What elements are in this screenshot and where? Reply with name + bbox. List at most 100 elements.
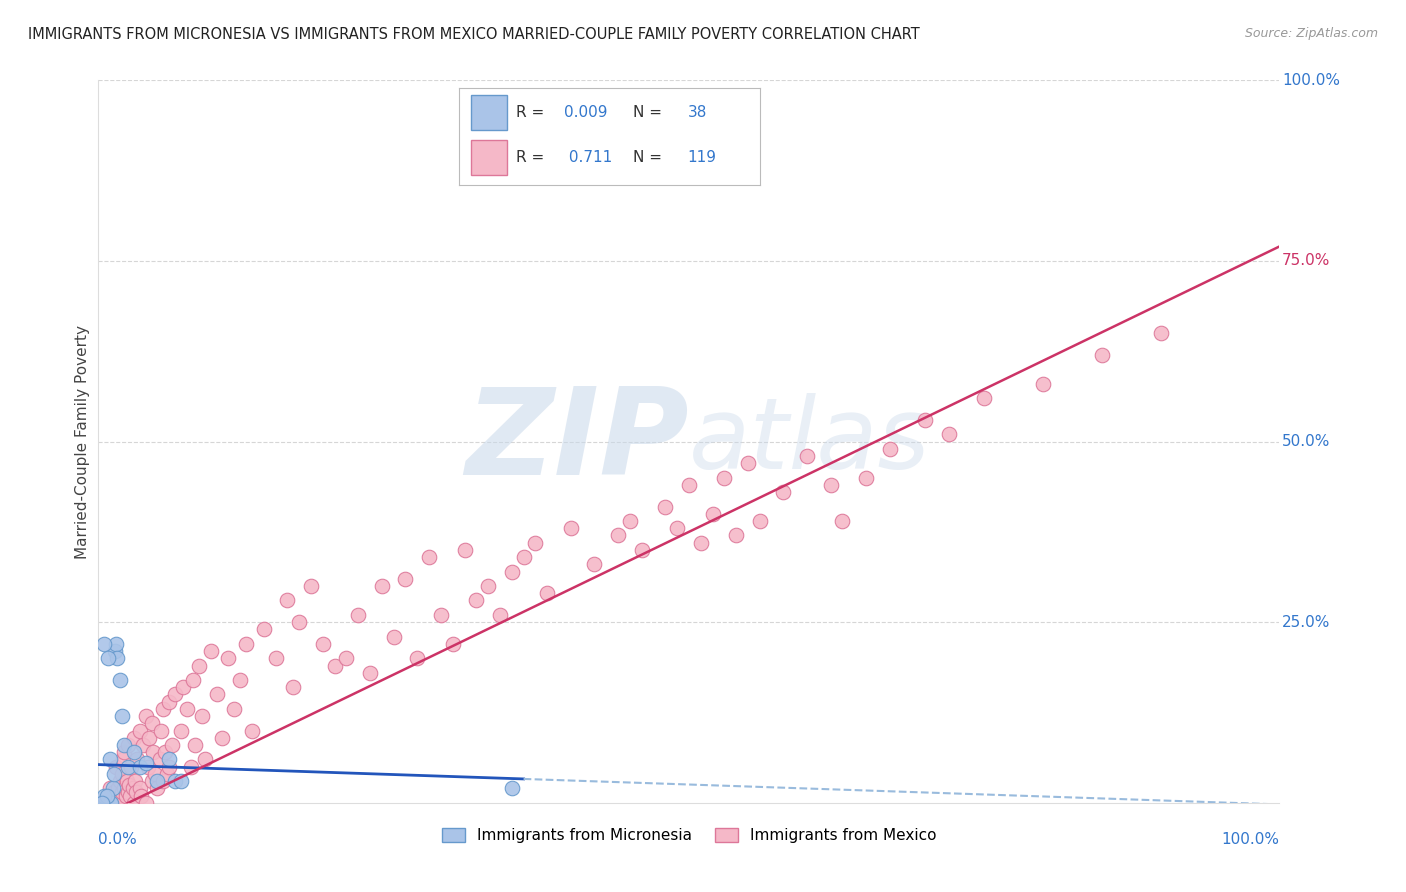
Point	[141, 774, 163, 789]
Point	[347, 607, 370, 622]
Point	[129, 789, 152, 803]
Point	[205, 687, 228, 701]
Point	[98, 752, 121, 766]
Point	[90, 796, 112, 810]
Point	[108, 774, 131, 789]
Point	[489, 607, 512, 622]
Point	[276, 593, 298, 607]
Point	[117, 785, 139, 799]
Point	[157, 760, 180, 774]
Point	[103, 785, 125, 799]
Point	[501, 781, 523, 796]
Point	[111, 785, 134, 799]
Point	[938, 427, 960, 442]
Point	[111, 709, 134, 723]
Point	[157, 752, 180, 766]
Point	[200, 644, 222, 658]
Point	[105, 760, 128, 774]
Point	[115, 774, 138, 789]
Point	[112, 738, 135, 752]
Point	[512, 550, 534, 565]
Point	[91, 796, 114, 810]
Point	[748, 514, 770, 528]
Point	[323, 658, 346, 673]
Point	[165, 774, 187, 789]
Point	[240, 723, 263, 738]
Point	[135, 709, 157, 723]
Point	[142, 745, 165, 759]
Point	[229, 673, 252, 687]
Point	[103, 767, 125, 781]
Point	[98, 781, 121, 796]
Point	[855, 470, 877, 484]
Point	[312, 637, 335, 651]
Point	[235, 637, 257, 651]
Point	[253, 623, 276, 637]
Point	[120, 789, 142, 803]
Point	[152, 774, 174, 789]
Point	[121, 760, 143, 774]
Text: 75.0%: 75.0%	[1282, 253, 1330, 268]
Point	[122, 731, 145, 745]
Point	[536, 586, 558, 600]
Point	[91, 796, 114, 810]
Point	[105, 789, 128, 803]
Point	[224, 702, 246, 716]
Point	[96, 796, 118, 810]
Point	[264, 651, 287, 665]
Point	[737, 456, 759, 470]
Point	[914, 413, 936, 427]
Point	[100, 796, 122, 810]
Point	[98, 796, 121, 810]
Text: Source: ZipAtlas.com: Source: ZipAtlas.com	[1244, 27, 1378, 40]
Point	[128, 723, 150, 738]
Point	[105, 796, 128, 810]
Point	[108, 673, 131, 687]
Point	[112, 745, 135, 759]
Y-axis label: Married-Couple Family Poverty: Married-Couple Family Poverty	[75, 325, 90, 558]
Point	[98, 796, 121, 810]
Point	[112, 752, 135, 766]
Point	[160, 738, 183, 752]
Point	[418, 550, 440, 565]
Point	[96, 796, 118, 810]
Point	[430, 607, 453, 622]
Text: IMMIGRANTS FROM MICRONESIA VS IMMIGRANTS FROM MEXICO MARRIED-COUPLE FAMILY POVER: IMMIGRANTS FROM MICRONESIA VS IMMIGRANTS…	[28, 27, 920, 42]
Point	[128, 760, 150, 774]
Point	[122, 796, 145, 810]
Text: 0.0%: 0.0%	[98, 831, 138, 847]
Point	[97, 651, 120, 665]
Text: 50.0%: 50.0%	[1282, 434, 1330, 449]
Point	[477, 579, 499, 593]
Point	[121, 781, 143, 796]
Point	[170, 774, 193, 789]
Point	[156, 767, 179, 781]
Point	[181, 673, 204, 687]
Text: 100.0%: 100.0%	[1282, 73, 1340, 87]
Point	[453, 542, 475, 557]
Point	[149, 752, 172, 766]
Point	[117, 738, 139, 752]
Point	[796, 449, 818, 463]
Point	[170, 723, 193, 738]
Point	[152, 702, 174, 716]
Point	[1091, 348, 1114, 362]
Point	[96, 789, 118, 803]
Point	[180, 760, 202, 774]
Point	[288, 615, 311, 630]
Point	[973, 391, 995, 405]
Point	[702, 507, 724, 521]
Point	[187, 658, 209, 673]
Point	[176, 702, 198, 716]
Point	[165, 687, 187, 701]
Point	[359, 665, 381, 680]
Point	[583, 558, 606, 572]
Point	[132, 738, 155, 752]
Point	[666, 521, 689, 535]
Point	[689, 535, 711, 549]
Point	[105, 651, 128, 665]
Point	[138, 731, 160, 745]
Point	[172, 680, 194, 694]
Point	[654, 500, 676, 514]
Point	[136, 760, 159, 774]
